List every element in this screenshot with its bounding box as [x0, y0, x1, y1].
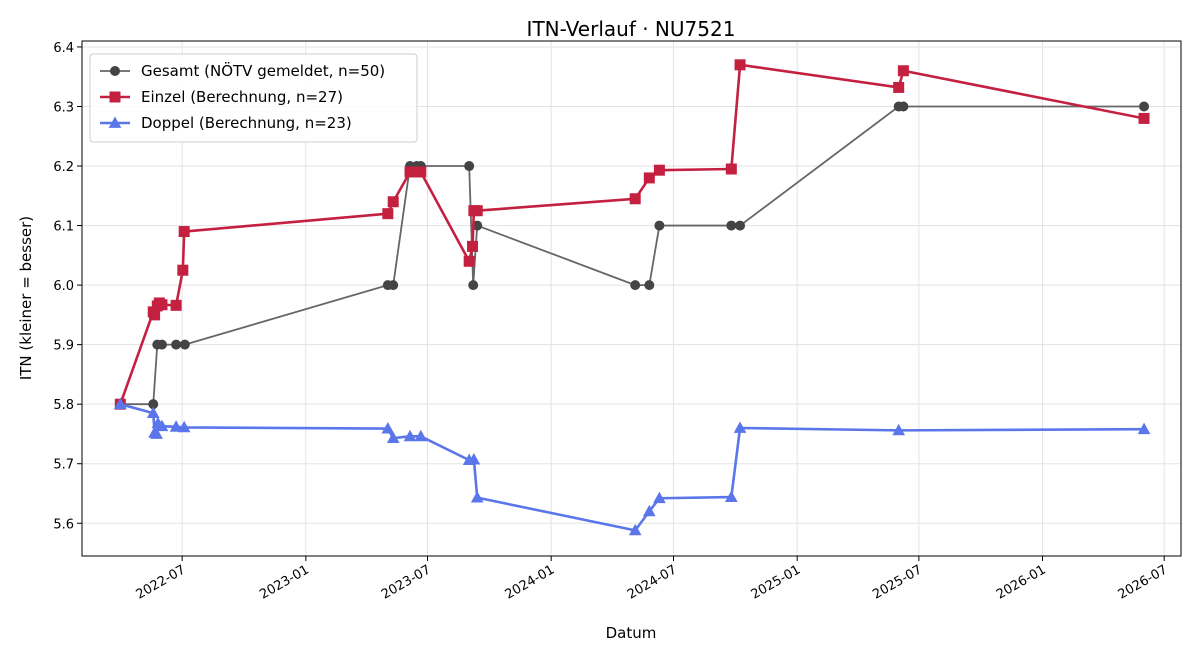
- point-einzel: [156, 299, 168, 311]
- point-gesamt: [156, 339, 167, 350]
- series-einzel: [114, 59, 1150, 410]
- point-einzel: [178, 226, 190, 238]
- legend-box: [89, 53, 418, 143]
- point-einzel: [629, 193, 641, 205]
- point-doppel: [892, 423, 906, 436]
- series-layer: [113, 59, 1151, 536]
- point-gesamt: [726, 220, 737, 231]
- legend-marker-doppel: [108, 116, 122, 128]
- point-gesamt: [388, 280, 399, 291]
- point-doppel: [1137, 422, 1151, 435]
- point-doppel: [470, 491, 484, 503]
- point-einzel: [463, 255, 475, 267]
- x-axis-label: Datum: [606, 624, 657, 642]
- point-einzel: [177, 264, 189, 276]
- point-doppel: [169, 420, 183, 432]
- y-tick-label: 5.6: [53, 517, 74, 532]
- point-doppel: [724, 490, 738, 502]
- point-einzel: [897, 65, 909, 77]
- y-tick-label: 6.2: [53, 160, 74, 175]
- point-gesamt: [1139, 101, 1150, 112]
- point-doppel: [113, 397, 127, 410]
- point-einzel: [382, 208, 394, 220]
- y-tick-label: 6.4: [53, 41, 74, 56]
- point-doppel: [628, 523, 642, 536]
- legend-label-gesamt: Gesamt (NÖTV gemeldet, n=50): [141, 61, 385, 80]
- legend: Gesamt (NÖTV gemeldet, n=50) Einzel (Bere…: [89, 53, 418, 143]
- point-einzel: [170, 299, 182, 311]
- y-axis: 5.6 5.7 5.8 5.9 6.0 6.1 6.2 6.3 6.4: [53, 41, 82, 532]
- point-einzel: [471, 205, 483, 217]
- point-doppel: [150, 427, 163, 439]
- point-gesamt: [468, 280, 479, 291]
- legend-marker-einzel: [109, 91, 121, 103]
- point-doppel: [414, 429, 428, 442]
- y-axis-label: ITN (kleiner = besser): [17, 216, 35, 380]
- point-gesamt: [654, 220, 665, 231]
- y-tick-label: 6.3: [53, 100, 74, 115]
- point-einzel: [387, 196, 399, 208]
- point-doppel: [733, 421, 747, 433]
- point-gesamt: [179, 339, 190, 350]
- point-doppel: [381, 422, 395, 434]
- point-einzel: [643, 172, 655, 184]
- point-einzel: [653, 164, 665, 176]
- point-einzel: [734, 59, 746, 71]
- point-gesamt: [898, 101, 909, 112]
- point-gesamt: [464, 161, 475, 172]
- y-tick-label: 6.0: [53, 279, 74, 294]
- legend-marker-gesamt: [110, 66, 120, 76]
- y-tick-label: 6.1: [53, 220, 74, 235]
- point-doppel: [386, 431, 400, 444]
- y-tick-label: 5.7: [53, 458, 74, 473]
- y-tick-label: 5.9: [53, 339, 74, 354]
- chart-title: ITN-Verlauf · NU7521: [527, 17, 736, 41]
- point-doppel: [155, 419, 169, 432]
- point-gesamt: [171, 339, 182, 350]
- legend-label-doppel: Doppel (Berechnung, n=23): [141, 114, 352, 132]
- point-doppel: [653, 491, 666, 504]
- point-gesamt: [630, 280, 641, 291]
- point-doppel: [177, 420, 191, 433]
- point-doppel: [146, 406, 160, 419]
- y-tick-label: 5.8: [53, 398, 74, 413]
- point-doppel: [642, 504, 656, 517]
- point-gesamt: [735, 220, 746, 231]
- point-einzel: [893, 81, 905, 93]
- point-einzel: [467, 240, 479, 252]
- point-einzel: [1138, 112, 1150, 124]
- point-gesamt: [644, 280, 655, 291]
- series-doppel: [113, 397, 1151, 536]
- point-einzel: [415, 166, 427, 178]
- plot-frame: [81, 40, 1182, 557]
- legend-label-einzel: Einzel (Berechnung, n=27): [141, 88, 343, 106]
- point-einzel: [725, 163, 737, 175]
- point-doppel: [467, 453, 481, 465]
- point-doppel: [403, 429, 417, 442]
